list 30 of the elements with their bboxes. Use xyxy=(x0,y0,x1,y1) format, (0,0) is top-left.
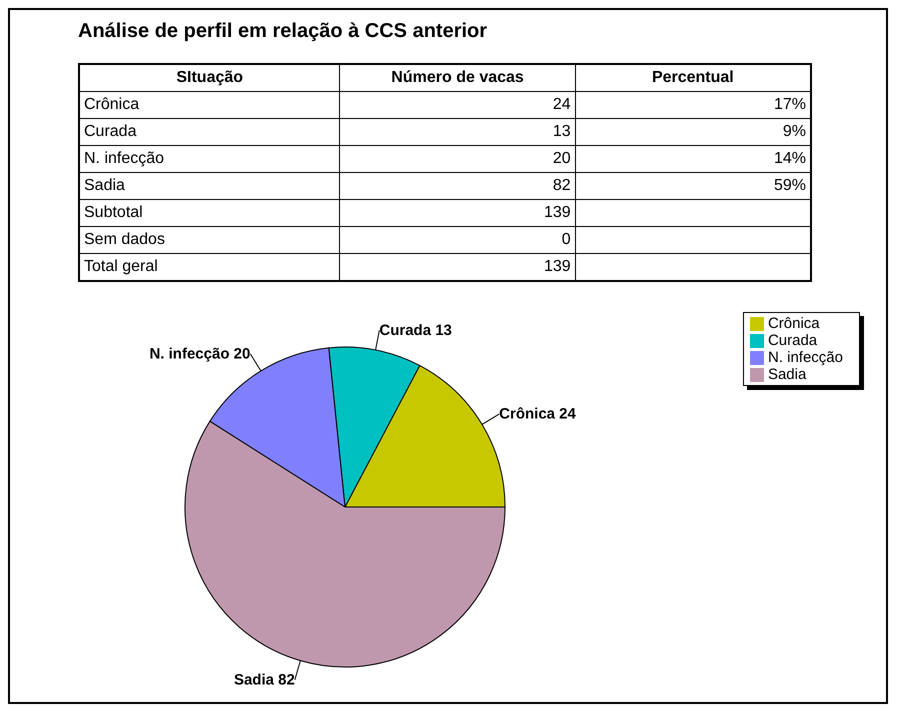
legend-label: Curada xyxy=(768,332,818,349)
data-label: Crônica 24 xyxy=(499,406,577,423)
data-label: 82 xyxy=(340,172,576,200)
data-label: N. infecção 20 xyxy=(149,345,250,362)
category-label: Subtotal xyxy=(79,200,340,226)
text: SItuação xyxy=(79,64,340,92)
category-label: Sadia xyxy=(79,172,340,200)
legend-label: N. infecção xyxy=(768,349,843,366)
data-label: 24 xyxy=(340,92,576,118)
category-label: Sem dados xyxy=(79,226,340,254)
data-label: 139 xyxy=(340,200,576,226)
data-label: 59% xyxy=(575,172,811,200)
data-label: 20 xyxy=(340,146,576,172)
category-label: N. infecção xyxy=(79,146,340,172)
category-label: Curada xyxy=(79,118,340,146)
data-label: 9% xyxy=(575,118,811,146)
text: Número de vacas xyxy=(340,64,576,92)
data-label: 17% xyxy=(575,92,811,118)
category-label: Total geral xyxy=(79,254,340,281)
data-label: Sadia 82 xyxy=(234,671,295,688)
data-label: 13 xyxy=(340,118,576,146)
data-label: 139 xyxy=(340,254,576,281)
legend-label: Crônica xyxy=(768,315,820,332)
category-label: Crônica xyxy=(79,92,340,118)
data-label: 0 xyxy=(340,226,576,254)
text: Análise de perfil em relação à CCS anterior xyxy=(78,20,488,43)
text: Percentual xyxy=(575,64,811,92)
data-label: Curada 13 xyxy=(379,322,452,339)
data-label: 14% xyxy=(575,146,811,172)
legend-label: Sadia xyxy=(768,366,806,383)
